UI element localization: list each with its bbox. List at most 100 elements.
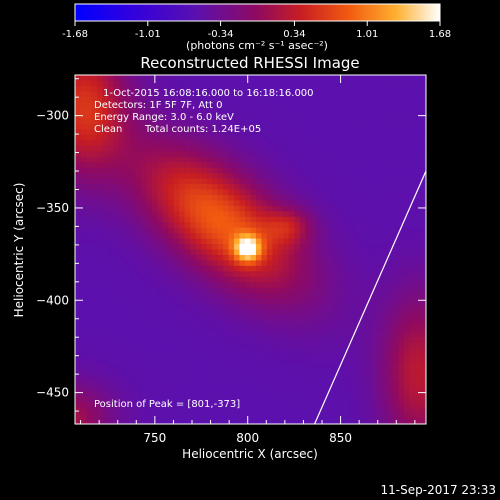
heatmap-pixel: [135, 276, 142, 283]
heatmap-pixel: [239, 167, 246, 174]
heatmap-pixel: [305, 314, 312, 321]
heatmap-pixel: [190, 233, 197, 240]
heatmap-pixel: [173, 260, 180, 267]
heatmap-pixel: [195, 369, 202, 376]
heatmap-pixel: [91, 222, 98, 229]
heatmap-pixel: [135, 254, 142, 261]
heatmap-pixel: [195, 227, 202, 234]
heatmap-pixel: [80, 374, 87, 381]
heatmap-pixel: [360, 227, 367, 234]
heatmap-pixel: [245, 118, 252, 125]
heatmap-pixel: [283, 358, 290, 365]
heatmap-pixel: [162, 265, 169, 272]
heatmap-pixel: [129, 364, 136, 371]
heatmap-pixel: [113, 314, 120, 321]
heatmap-pixel: [195, 358, 202, 365]
heatmap-pixel: [129, 233, 136, 240]
heatmap-pixel: [255, 407, 263, 414]
heatmap-pixel: [349, 320, 356, 327]
heatmap-pixel: [288, 276, 295, 283]
heatmap-pixel: [91, 107, 98, 114]
heatmap-pixel: [371, 265, 378, 272]
heatmap-pixel: [212, 276, 219, 283]
heatmap-pixel: [283, 85, 290, 92]
heatmap-pixel: [80, 184, 87, 191]
heatmap-pixel: [201, 75, 208, 82]
heatmap-pixel: [140, 178, 147, 185]
heatmap-pixel: [305, 80, 312, 87]
heatmap-pixel: [261, 145, 268, 152]
heatmap-pixel: [206, 353, 213, 360]
heatmap-pixel: [168, 216, 175, 223]
heatmap-pixel: [91, 364, 98, 371]
heatmap-pixel: [91, 407, 98, 414]
heatmap-pixel: [212, 331, 219, 338]
heatmap-pixel: [157, 314, 164, 321]
heatmap-pixel: [294, 227, 301, 234]
heatmap-pixel: [245, 167, 252, 174]
heatmap-pixel: [146, 173, 153, 180]
heatmap-pixel: [140, 91, 147, 98]
heatmap-pixel: [316, 134, 323, 142]
heatmap-pixel: [102, 244, 109, 251]
heatmap-pixel: [332, 320, 339, 327]
heatmap-pixel: [234, 265, 241, 272]
heatmap-pixel: [168, 85, 175, 92]
heatmap-pixel: [371, 75, 378, 82]
heatmap-pixel: [255, 145, 263, 152]
heatmap-pixel: [91, 391, 98, 398]
heatmap-pixel: [332, 238, 339, 245]
heatmap-pixel: [85, 85, 93, 92]
heatmap-pixel: [365, 254, 372, 261]
heatmap-pixel: [146, 358, 153, 365]
heatmap-pixel: [277, 113, 284, 120]
x-axis-label: Heliocentric X (arcsec): [182, 447, 318, 461]
heatmap-pixel: [162, 167, 169, 174]
heatmap-pixel: [146, 385, 153, 392]
heatmap-pixel: [327, 276, 334, 283]
heatmap-pixel: [168, 178, 175, 185]
heatmap-pixel: [146, 178, 153, 185]
heatmap-pixel: [321, 113, 328, 120]
heatmap-pixel: [184, 254, 191, 261]
heatmap-pixel: [206, 184, 213, 191]
heatmap-pixel: [184, 205, 191, 212]
heatmap-pixel: [272, 249, 279, 256]
heatmap-pixel: [151, 107, 158, 114]
heatmap-pixel: [173, 167, 180, 174]
heatmap-pixel: [184, 184, 191, 191]
heatmap-pixel: [212, 325, 219, 332]
heatmap-pixel: [288, 178, 295, 185]
heatmap-pixel: [146, 145, 153, 152]
heatmap-pixel: [393, 353, 400, 360]
heatmap-pixel: [349, 113, 356, 120]
heatmap-pixel: [228, 336, 235, 343]
heatmap-pixel: [288, 244, 295, 251]
heatmap-pixel: [245, 309, 252, 316]
heatmap-pixel: [354, 347, 361, 354]
heatmap-pixel: [305, 107, 312, 114]
heatmap-pixel: [85, 407, 93, 414]
heatmap-pixel: [184, 402, 191, 409]
heatmap-pixel: [310, 358, 317, 365]
heatmap-pixel: [382, 331, 389, 338]
heatmap-pixel: [332, 151, 339, 158]
heatmap-pixel: [310, 353, 317, 360]
heatmap-pixel: [129, 304, 136, 311]
heatmap-pixel: [371, 369, 378, 376]
heatmap-pixel: [85, 413, 93, 420]
heatmap-pixel: [212, 369, 219, 376]
heatmap-pixel: [354, 75, 361, 82]
heatmap-pixel: [310, 309, 317, 316]
heatmap-pixel: [179, 178, 186, 185]
heatmap-pixel: [283, 194, 290, 202]
heatmap-pixel: [80, 364, 87, 371]
heatmap-pixel: [173, 233, 180, 240]
heatmap-pixel: [234, 391, 241, 398]
heatmap-pixel: [190, 418, 197, 424]
heatmap-pixel: [299, 374, 306, 381]
heatmap-pixel: [146, 194, 153, 202]
heatmap-pixel: [91, 265, 98, 272]
heatmap-pixel: [201, 151, 208, 158]
heatmap-pixel: [107, 249, 114, 256]
